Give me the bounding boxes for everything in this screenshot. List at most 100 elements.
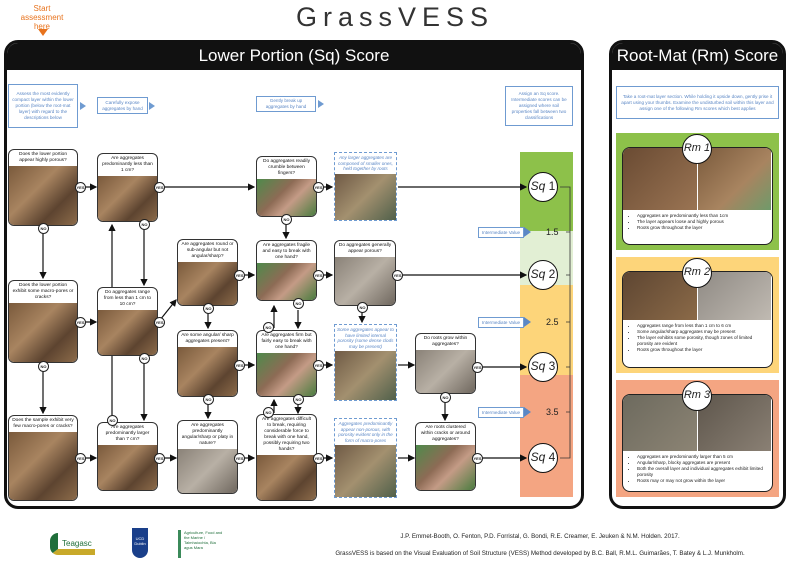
root-mat-instruction: Take a root-mat layer section. While hol… <box>616 86 779 119</box>
intermediate-value: 2.5 <box>546 317 559 327</box>
soil-photo <box>98 445 157 490</box>
sq1-score: Sq 1 <box>528 172 558 202</box>
question-fragile: Are aggregates fragile and easy to break… <box>256 240 317 301</box>
soil-photo <box>9 303 77 362</box>
rm1-label: Rm 1 <box>682 134 712 164</box>
question-appear-porous: Do aggregates generally appear porous? <box>334 240 396 306</box>
no-badge: NO <box>293 394 304 405</box>
instruction-expose: Carefully expose aggregates by hand <box>97 97 148 114</box>
yes-badge: YES <box>313 270 324 281</box>
yes-badge: YES <box>154 453 165 464</box>
soil-photo <box>9 432 77 500</box>
yes-badge: YES <box>313 360 324 371</box>
soil-photo <box>98 176 157 221</box>
soil-photo <box>257 179 316 216</box>
soil-photo <box>257 263 316 300</box>
note-larger-aggregates: Any larger aggregates are composed of sm… <box>334 152 397 221</box>
soil-photo <box>335 257 395 305</box>
question-round: Are aggregates round or sub-angular but … <box>177 239 238 306</box>
arrow-right-icon <box>524 227 531 237</box>
no-badge: NO <box>203 303 214 314</box>
note-limited-porosity: Some aggregates appear to have limited i… <box>334 324 397 401</box>
ucd-logo: UCD Dublin <box>132 528 148 558</box>
sq4-score: Sq 4 <box>528 443 558 473</box>
intermediate-value-box: Intermediate Value <box>478 407 524 418</box>
sq2-score: Sq 2 <box>528 260 558 290</box>
soil-photo <box>178 347 237 396</box>
no-badge: NO <box>38 223 49 234</box>
soil-photo <box>178 262 237 305</box>
soil-photo <box>257 455 316 500</box>
soil-photo <box>178 449 237 493</box>
rm2-label: Rm 2 <box>682 258 712 288</box>
no-badge: NO <box>440 392 451 403</box>
start-label: Start assessment here <box>20 4 64 31</box>
instruction-assess: Assess the most evidently compact layer … <box>8 84 78 128</box>
no-badge: NO <box>263 322 274 333</box>
dafm-logo: Agriculture, Food and the Marine / Talmh… <box>178 530 223 558</box>
root-mat-heading: Root-Mat (Rm) Score <box>612 43 783 70</box>
no-badge: NO <box>281 214 292 225</box>
arrow-right-icon <box>524 407 531 417</box>
soil-photo <box>98 310 157 355</box>
question-larger-than-7cm: Are aggregates predominantly larger than… <box>97 422 158 491</box>
question-range: Do aggregates range from less than 1 cm … <box>97 287 158 356</box>
question-macropores: Does the lower portion exhibit some macr… <box>8 280 78 363</box>
instruction-assign: Assign an Sq score. Intermediate scores … <box>505 86 573 126</box>
soil-photo <box>416 445 475 490</box>
yes-badge: YES <box>234 270 245 281</box>
soil-photo <box>9 166 77 225</box>
intermediate-value-box: Intermediate Value <box>478 317 524 328</box>
arrow-right-icon <box>524 317 531 327</box>
no-badge: NO <box>293 298 304 309</box>
footer-basis: GrassVESS is based on the Visual Evaluat… <box>335 550 745 557</box>
yes-badge: YES <box>392 270 403 281</box>
soil-photo <box>257 353 316 396</box>
question-platy: Are aggregates predominantly angular/sha… <box>177 420 238 494</box>
lower-portion-heading: Lower Portion (Sq) Score <box>7 43 581 70</box>
soil-photo <box>335 173 396 220</box>
yes-badge: YES <box>75 317 86 328</box>
yes-badge: YES <box>75 182 86 193</box>
start-arrow-icon <box>38 29 48 36</box>
yes-badge: YES <box>154 182 165 193</box>
question-few-pores: Does the sample exhibit very few macro-p… <box>8 415 78 501</box>
rm1-card: Aggregates are predominantly less than 1… <box>616 133 779 250</box>
no-badge: NO <box>139 353 150 364</box>
intermediate-value-box: Intermediate Value <box>478 227 524 238</box>
sq4-band <box>520 375 573 497</box>
teagasc-logo: Teagasc <box>50 533 95 555</box>
note-non-porous: Aggregates predominantly appear non-poro… <box>334 418 397 498</box>
page-title: GrassVESS <box>295 2 495 32</box>
no-badge: NO <box>139 219 150 230</box>
no-badge: NO <box>38 361 49 372</box>
yes-badge: YES <box>472 453 483 464</box>
yes-badge: YES <box>234 360 245 371</box>
question-roots-within: Do roots grow within aggregates? <box>415 333 476 394</box>
footer-authors: J.P. Emmet-Booth, O. Fenton, P.D. Forris… <box>400 533 680 540</box>
soil-photo <box>335 445 396 497</box>
soil-photo <box>335 351 396 400</box>
question-roots-clustered: Are roots clustered within cracks or aro… <box>415 422 476 491</box>
yes-badge: YES <box>313 453 324 464</box>
yes-badge: YES <box>234 453 245 464</box>
soil-photo <box>416 350 475 393</box>
intermediate-value: 1.5 <box>546 227 559 237</box>
instruction-break-up: Gently break up aggregates by hand <box>256 96 316 112</box>
intermediate-value: 3.5 <box>546 407 559 417</box>
rm2-card: Aggregates range from less than 1 cm to … <box>616 257 779 373</box>
no-badge: NO <box>203 394 214 405</box>
question-porous: Does the lower portion appear highly por… <box>8 149 78 226</box>
yes-badge: YES <box>472 362 483 373</box>
question-crumble: Do aggregates readily crumble between fi… <box>256 156 317 217</box>
question-less-than-1cm: Are aggregates predominantly less than 1… <box>97 153 158 222</box>
no-badge: NO <box>263 407 274 418</box>
question-difficult: Are aggregates difficult to break, requi… <box>256 414 317 501</box>
yes-badge: YES <box>154 317 165 328</box>
no-badge: NO <box>357 302 368 313</box>
rm3-label: Rm 3 <box>682 381 712 411</box>
question-some-angular: Are some angular/ sharp aggregates prese… <box>177 330 238 397</box>
sq3-score: Sq 3 <box>528 352 558 382</box>
yes-badge: YES <box>313 182 324 193</box>
